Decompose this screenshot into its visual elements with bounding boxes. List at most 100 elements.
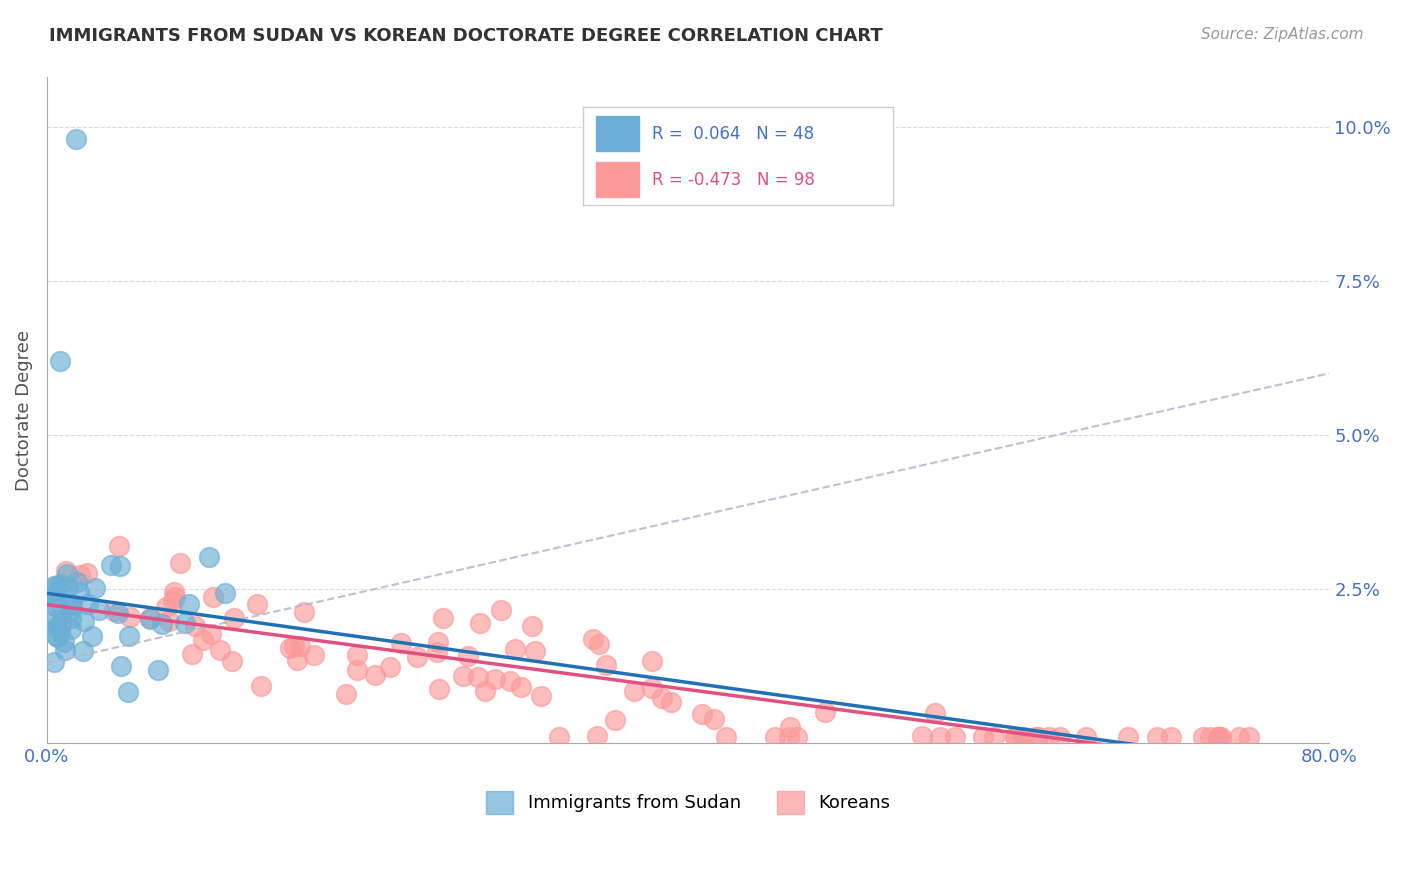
Text: IMMIGRANTS FROM SUDAN VS KOREAN DOCTORATE DEGREE CORRELATION CHART: IMMIGRANTS FROM SUDAN VS KOREAN DOCTORAT… [49, 27, 883, 45]
Point [510, 680, 533, 694]
Point [45, 579, 67, 593]
Point [73, 614, 96, 628]
Point [60, 597, 83, 611]
Point [659, 695, 682, 709]
Point [155, 599, 177, 614]
Point [786, 730, 808, 744]
Point [1237, 730, 1260, 744]
Point [165, 591, 187, 605]
FancyBboxPatch shape [596, 116, 640, 151]
Point [595, 658, 617, 673]
Point [80, 629, 103, 643]
Point [763, 730, 786, 744]
Point [548, 730, 571, 744]
Point [250, 679, 273, 693]
Point [929, 730, 952, 744]
Point [56, 580, 79, 594]
Point [290, 640, 312, 654]
Point [778, 730, 800, 744]
Point [76, 566, 98, 580]
Point [427, 681, 450, 696]
Point [1227, 730, 1250, 744]
Point [972, 730, 994, 744]
Point [283, 639, 305, 653]
Point [184, 618, 207, 632]
Point [45, 618, 67, 632]
Point [59, 610, 82, 624]
Point [110, 559, 132, 574]
Point [491, 603, 513, 617]
Point [138, 610, 160, 624]
Point [163, 584, 186, 599]
Point [280, 640, 302, 655]
Point [467, 670, 489, 684]
Point [117, 685, 139, 699]
Point [53, 634, 76, 648]
Y-axis label: Doctorate Degree: Doctorate Degree [15, 330, 32, 491]
Point [222, 611, 245, 625]
Point [53, 642, 76, 657]
Point [162, 594, 184, 608]
Point [200, 627, 222, 641]
Point [107, 540, 129, 554]
Point [51, 615, 73, 629]
Point [55, 564, 77, 578]
Point [46, 621, 69, 635]
Point [285, 653, 308, 667]
Point [1011, 730, 1033, 744]
Point [59, 603, 82, 617]
Point [457, 648, 479, 663]
Point [432, 610, 454, 624]
Point [67, 585, 90, 599]
Point [503, 642, 526, 657]
Point [214, 586, 236, 600]
Point [69, 567, 91, 582]
FancyBboxPatch shape [596, 162, 640, 197]
Point [520, 619, 543, 633]
Point [59, 623, 82, 637]
Point [425, 644, 447, 658]
Point [1004, 730, 1026, 744]
Point [49, 577, 72, 591]
Point [138, 612, 160, 626]
Point [1076, 730, 1098, 744]
Point [292, 605, 315, 619]
Point [1014, 730, 1036, 744]
Point [174, 615, 197, 630]
Point [191, 633, 214, 648]
Point [1004, 730, 1026, 744]
Point [65, 132, 87, 146]
Point [586, 729, 609, 743]
Point [335, 687, 357, 701]
Point [49, 618, 72, 632]
Point [44, 578, 66, 592]
Point [623, 683, 645, 698]
Point [581, 632, 603, 646]
Point [83, 581, 105, 595]
Point [49, 624, 72, 638]
Point [1206, 730, 1229, 744]
Point [150, 617, 173, 632]
Point [1049, 730, 1071, 744]
Point [46, 591, 69, 605]
Point [346, 648, 368, 662]
Text: Source: ZipAtlas.com: Source: ZipAtlas.com [1201, 27, 1364, 42]
Point [983, 730, 1005, 744]
Point [169, 556, 191, 570]
Point [1038, 730, 1060, 744]
Point [468, 616, 491, 631]
Point [1199, 730, 1222, 744]
Point [346, 663, 368, 677]
Point [499, 673, 522, 688]
Point [246, 597, 269, 611]
Point [157, 615, 180, 629]
Point [427, 634, 450, 648]
Point [1192, 730, 1215, 744]
Point [221, 654, 243, 668]
Point [588, 637, 610, 651]
Point [1160, 730, 1182, 744]
Point [690, 707, 713, 722]
Point [103, 604, 125, 618]
Point [60, 598, 83, 612]
Point [45, 613, 67, 627]
